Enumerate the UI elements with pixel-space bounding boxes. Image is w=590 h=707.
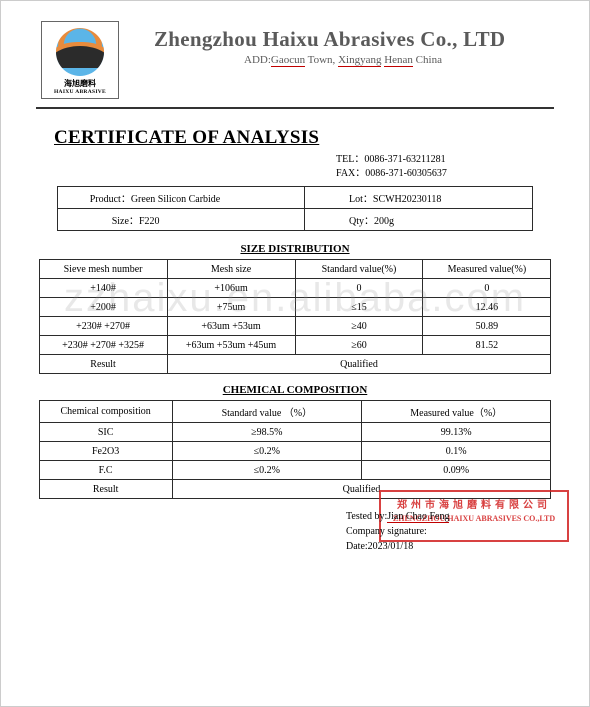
company-logo: 海旭磨料 HAIXU ABRASIVE [41, 21, 119, 99]
address-label: ADD: [244, 54, 271, 66]
tested-by-label: Tested by: [346, 511, 387, 522]
chem-comp-title: CHEMICAL COMPOSITION [36, 384, 554, 396]
table-row: Fe2O3≤0.2%0.1% [39, 442, 551, 461]
address-part: Xingyang [338, 54, 381, 67]
address-part: Henan [384, 54, 413, 67]
table-result-row: Result Qualified [39, 355, 551, 374]
table-header-row: Sieve mesh number Mesh size Standard val… [39, 260, 551, 279]
table-row: +140#+106um00 [39, 279, 551, 298]
logo-text-en: HAIXU ABRASIVE [44, 89, 116, 95]
lot-label: Lot： [349, 194, 373, 205]
table-row: +200#+75um≤1512.46 [39, 298, 551, 317]
qty-label: Qty： [349, 216, 374, 227]
size-value: F220 [139, 216, 160, 227]
logo-graphic [56, 28, 104, 76]
header-divider [36, 107, 554, 109]
table-row: SIC≥98.5%99.13% [39, 423, 551, 442]
col-header: Mesh size [167, 260, 295, 279]
document-header: 海旭磨料 HAIXU ABRASIVE Zhengzhou Haixu Abra… [36, 21, 554, 99]
company-name: Zhengzhou Haixu Abrasives Co., LTD [154, 27, 554, 52]
signature-label: Company signature: [346, 526, 427, 537]
document-title: CERTIFICATE OF ANALYSIS [54, 127, 554, 149]
table-header-row: Chemical composition Standard value （%） … [39, 401, 551, 423]
size-label: Size： [112, 216, 139, 227]
logo-text-cn: 海旭磨料 [44, 78, 116, 89]
product-info-table: Product：Green Silicon Carbide Lot：SCWH20… [57, 186, 534, 231]
fax-value: 0086-371-60305637 [365, 168, 447, 179]
result-value: Qualified [167, 355, 551, 374]
size-dist-title: SIZE DISTRIBUTION [36, 243, 554, 255]
address-part: Town, [305, 54, 338, 66]
company-info: Zhengzhou Haixu Abrasives Co., LTD ADD:G… [154, 21, 554, 66]
contact-block: TEL：0086-371-63211281 FAX：0086-371-60305… [336, 153, 554, 180]
result-label: Result [39, 480, 172, 499]
table-row: +230# +270# +325#+63um +53um +45um≥6081.… [39, 336, 551, 355]
product-value: Green Silicon Carbide [131, 194, 220, 205]
tel-value: 0086-371-63211281 [364, 154, 445, 165]
result-label: Result [39, 355, 167, 374]
qty-value: 200g [374, 216, 394, 227]
address-part: China [413, 54, 442, 66]
col-header: Measured value(%) [423, 260, 551, 279]
tel-label: TEL： [336, 154, 364, 165]
date-label: Date: [346, 541, 368, 552]
product-label: Product： [90, 194, 131, 205]
date-value: 2023/01/18 [368, 541, 414, 552]
address-part: Gaocun [271, 54, 305, 67]
col-header: Sieve mesh number [39, 260, 167, 279]
lot-value: SCWH20230118 [373, 194, 442, 205]
col-header: Chemical composition [39, 401, 172, 423]
tested-by-value: Jian Chao Feng [387, 511, 449, 523]
signature-block: Tested by:Jian Chao Feng Company signatu… [346, 509, 554, 554]
table-row: F.C≤0.2%0.09% [39, 461, 551, 480]
table-row: +230# +270#+63um +53um≥4050.89 [39, 317, 551, 336]
size-distribution-table: Sieve mesh number Mesh size Standard val… [39, 259, 552, 374]
col-header: Standard value(%) [295, 260, 423, 279]
col-header: Measured value（%） [362, 401, 551, 423]
col-header: Standard value （%） [172, 401, 361, 423]
company-address: ADD:Gaocun Town, Xingyang Henan China [244, 54, 554, 66]
fax-label: FAX： [336, 168, 365, 179]
chemical-composition-table: Chemical composition Standard value （%） … [39, 400, 552, 499]
